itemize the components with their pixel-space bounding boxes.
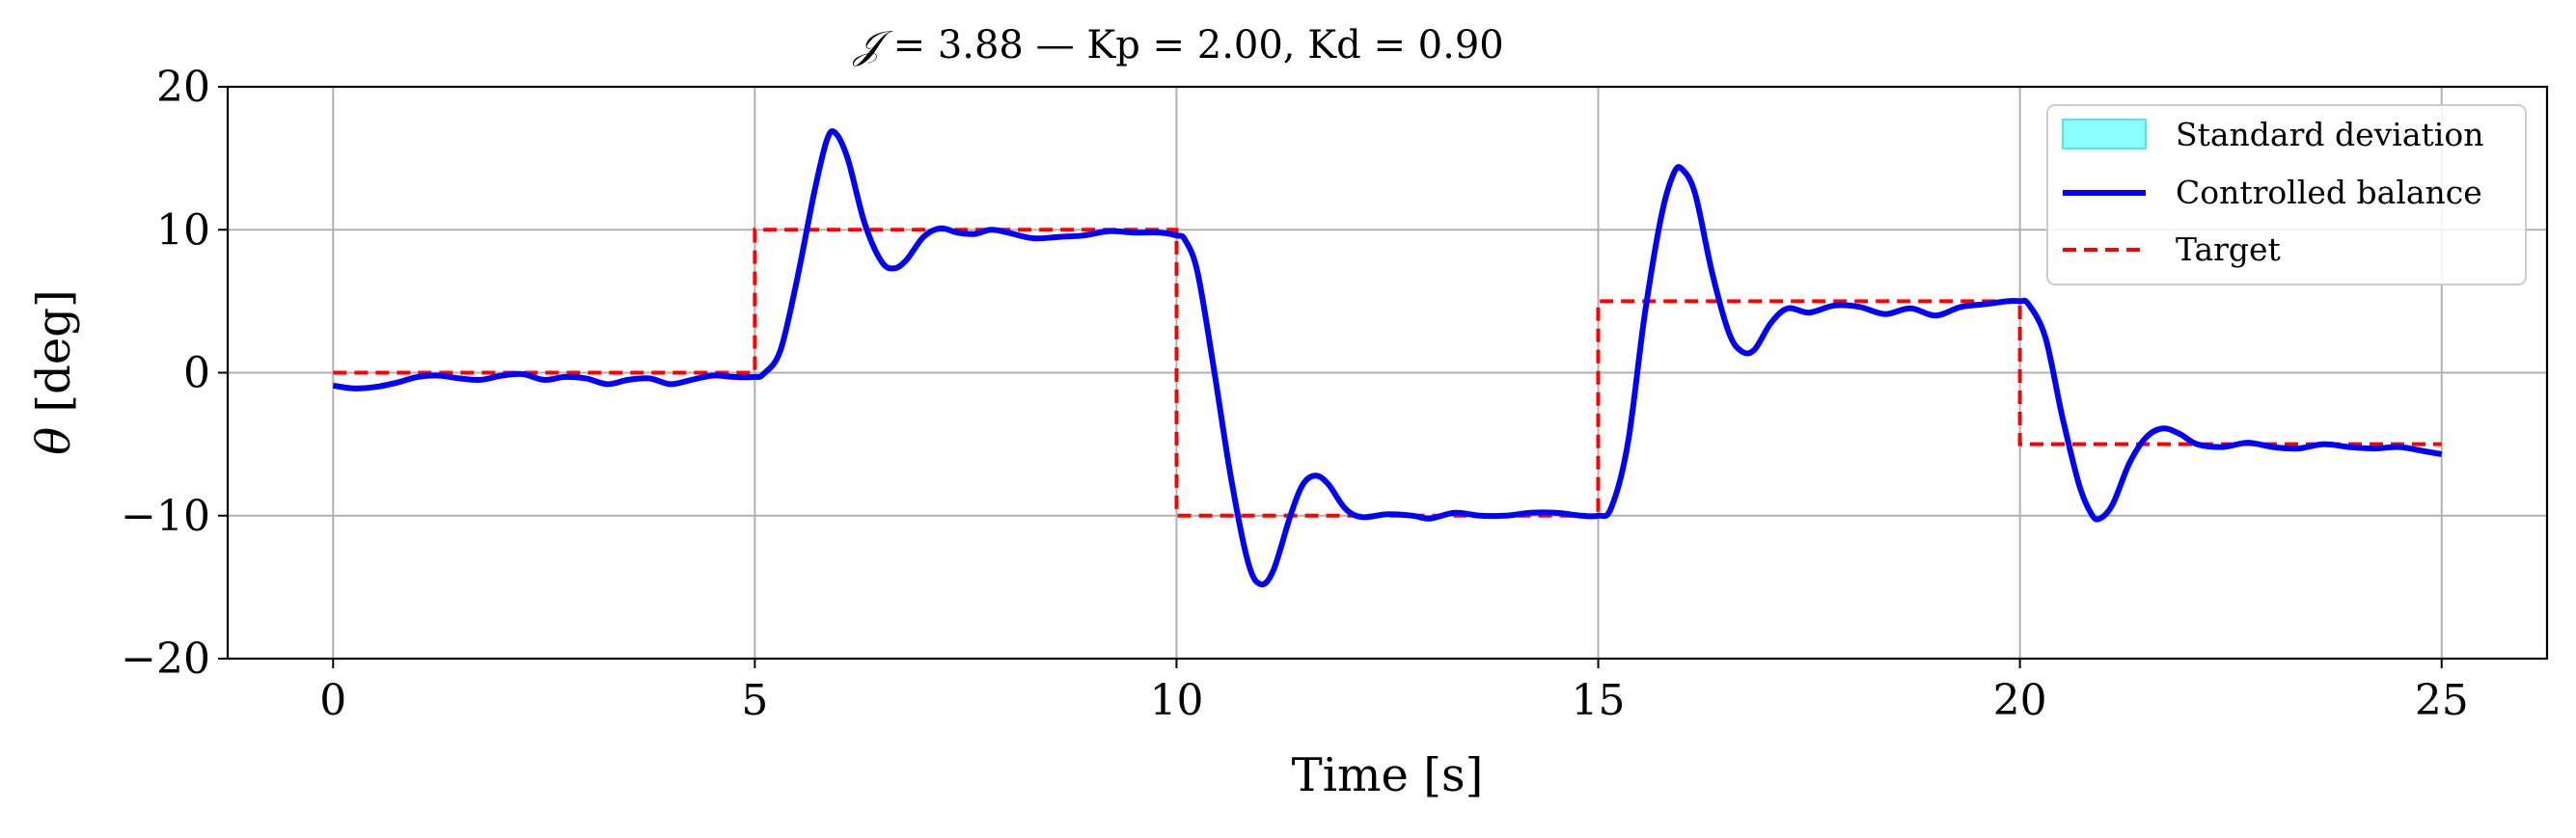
x-tick-label: 5 — [741, 676, 768, 725]
x-tick-label: 10 — [1149, 676, 1203, 725]
legend-swatch-standard-deviation — [2062, 119, 2147, 149]
x-tick-label: 15 — [1572, 676, 1626, 725]
series-target-line — [333, 228, 2442, 518]
x-tick-label: 0 — [319, 676, 346, 725]
legend-label-target: Target — [2176, 230, 2281, 268]
x-tick-label: 25 — [2415, 676, 2469, 725]
y-tick-label: 0 — [183, 349, 210, 398]
y-tick-labels: −20 −10 0 10 20 — [121, 63, 210, 684]
x-tick-labels: 0 5 10 15 20 25 — [319, 676, 2468, 725]
y-tick-label: 20 — [156, 63, 210, 112]
legend-label-standard-deviation: Standard deviation — [2176, 116, 2483, 153]
legend-label-controlled-balance: Controlled balance — [2176, 174, 2482, 211]
y-axis-label: θ [deg] — [27, 289, 81, 454]
y-tick-label: −20 — [121, 635, 210, 684]
y-tick-label: −10 — [121, 492, 210, 541]
legend: Standard deviation Controlled balance Ta… — [2046, 104, 2527, 285]
series-controlled-balance-line — [332, 128, 2443, 588]
x-tick-label: 20 — [1993, 676, 2047, 725]
chart-title: 𝒥 = 3.88 — Kp = 2.00, Kd = 0.90 — [852, 23, 1503, 68]
x-axis-label: Time [s] — [1292, 748, 1484, 802]
ticks — [218, 86, 2443, 668]
y-tick-label: 10 — [156, 205, 210, 255]
legend-frame — [2046, 104, 2527, 285]
